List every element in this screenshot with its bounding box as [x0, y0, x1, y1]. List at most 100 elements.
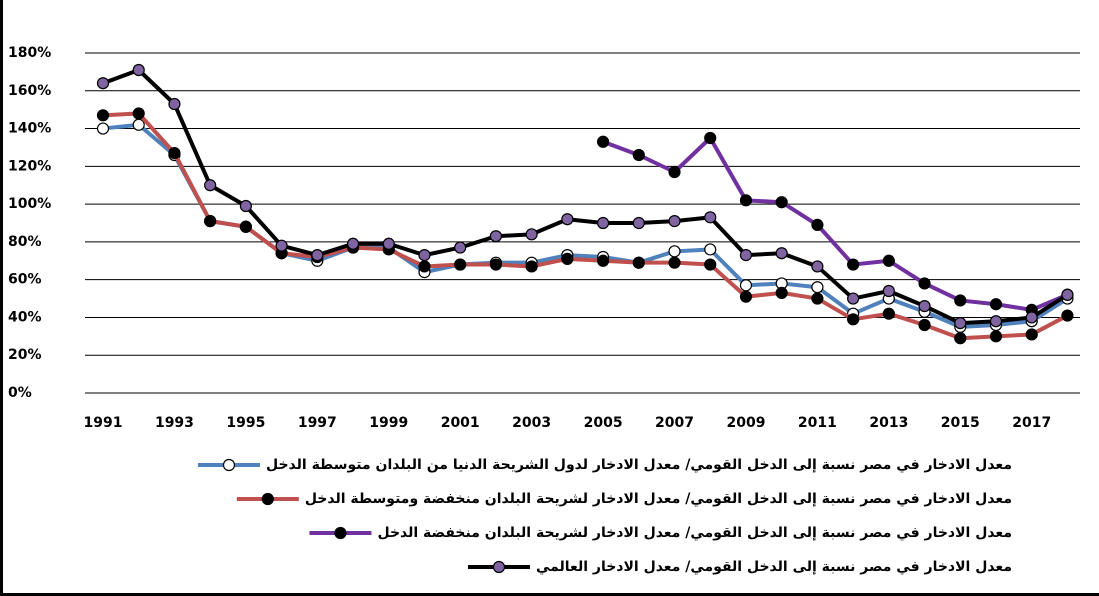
series-line: [102, 68, 1069, 326]
data-point: [882, 254, 895, 267]
data-point: [668, 215, 681, 228]
data-point: [739, 279, 753, 292]
data-point: [918, 300, 931, 313]
data-point: [132, 118, 145, 131]
data-point: [989, 298, 1003, 311]
data-point: [739, 194, 753, 207]
data-point: [704, 211, 717, 224]
data-point: [382, 237, 395, 250]
data-point: [239, 220, 252, 233]
data-point: [847, 313, 860, 326]
x-tick-label: 1991: [84, 415, 123, 431]
legend-marker: [334, 526, 347, 540]
data-point: [704, 243, 717, 256]
x-tick-label: 2017: [1012, 415, 1051, 431]
y-tick-label: 120%: [8, 158, 51, 174]
x-tick-label: 2007: [655, 415, 694, 431]
data-point: [704, 131, 717, 145]
data-point: [489, 258, 503, 271]
data-point: [96, 109, 110, 122]
x-tick-label: 2013: [869, 415, 908, 431]
data-point: [168, 147, 181, 160]
data-point: [418, 249, 431, 262]
x-tick-label: 1997: [298, 415, 337, 431]
data-point: [561, 213, 574, 226]
data-point: [918, 318, 931, 332]
data-point: [311, 249, 324, 262]
data-point: [775, 196, 788, 209]
data-point: [668, 256, 681, 269]
data-point: [525, 228, 538, 241]
data-point: [204, 215, 217, 228]
y-tick-label: 100%: [8, 196, 51, 212]
data-point: [96, 122, 110, 135]
x-tick-label: 1995: [226, 415, 265, 431]
data-point: [882, 284, 895, 298]
data-point: [989, 315, 1003, 328]
data-point: [954, 294, 967, 307]
data-point: [346, 237, 360, 250]
data-point: [418, 260, 431, 273]
y-tick-label: 20%: [8, 347, 42, 363]
data-point: [132, 107, 145, 120]
data-point: [596, 135, 610, 148]
data-point: [489, 230, 503, 243]
legend-marker: [492, 560, 506, 574]
data-point: [739, 290, 753, 303]
y-tick-label: 0%: [8, 385, 32, 401]
data-point: [811, 292, 824, 305]
data-point: [739, 249, 753, 262]
data-point: [168, 97, 181, 111]
data-point: [132, 63, 145, 77]
data-point: [668, 165, 681, 179]
y-tick-label: 180%: [8, 45, 51, 61]
legend-marker: [222, 458, 236, 472]
x-tick-label: 2005: [584, 415, 623, 431]
x-tick-label: 2001: [441, 415, 480, 431]
data-point: [525, 260, 538, 273]
data-point: [1061, 288, 1074, 301]
data-point: [1061, 309, 1074, 322]
y-tick-label: 80%: [8, 234, 42, 250]
legend-label: معدل الادخار في مصر نسبة إلى الدخل القوم…: [377, 525, 1012, 541]
legend-label: معدل الادخار في مصر نسبة إلى الدخل القوم…: [305, 491, 1012, 507]
x-tick-label: 2015: [941, 415, 980, 431]
x-tick-label: 2011: [798, 415, 837, 431]
data-point: [668, 245, 681, 258]
data-point: [596, 254, 610, 267]
series-line: [102, 111, 1069, 341]
data-point: [847, 292, 860, 305]
data-point: [918, 277, 931, 290]
legend-label: معدل الادخار في مصر نسبة إلى الدخل القوم…: [536, 559, 1012, 575]
data-point: [704, 258, 717, 271]
data-point: [96, 77, 110, 90]
data-point: [847, 258, 860, 271]
data-point: [454, 258, 467, 271]
data-point: [954, 317, 967, 330]
data-point: [275, 239, 288, 252]
x-tick-label: 1993: [155, 415, 194, 431]
data-point: [811, 218, 824, 231]
data-point: [632, 256, 645, 269]
x-tick-label: 2003: [512, 415, 551, 431]
data-point: [1025, 328, 1038, 341]
x-tick-label: 2009: [726, 415, 765, 431]
legend-marker: [261, 492, 274, 506]
y-tick-label: 60%: [8, 272, 42, 288]
y-tick-label: 160%: [8, 83, 51, 99]
data-point: [989, 330, 1003, 343]
data-point: [632, 148, 645, 162]
data-point: [239, 199, 252, 213]
data-point: [954, 332, 967, 345]
data-point: [775, 286, 788, 299]
data-point: [454, 241, 467, 254]
data-point: [775, 247, 788, 260]
data-point: [1025, 311, 1038, 324]
y-tick-label: 140%: [8, 121, 51, 137]
y-tick-label: 40%: [8, 309, 42, 325]
data-point: [632, 216, 645, 230]
data-point: [811, 260, 824, 273]
data-point: [596, 216, 610, 230]
data-point: [204, 179, 217, 192]
